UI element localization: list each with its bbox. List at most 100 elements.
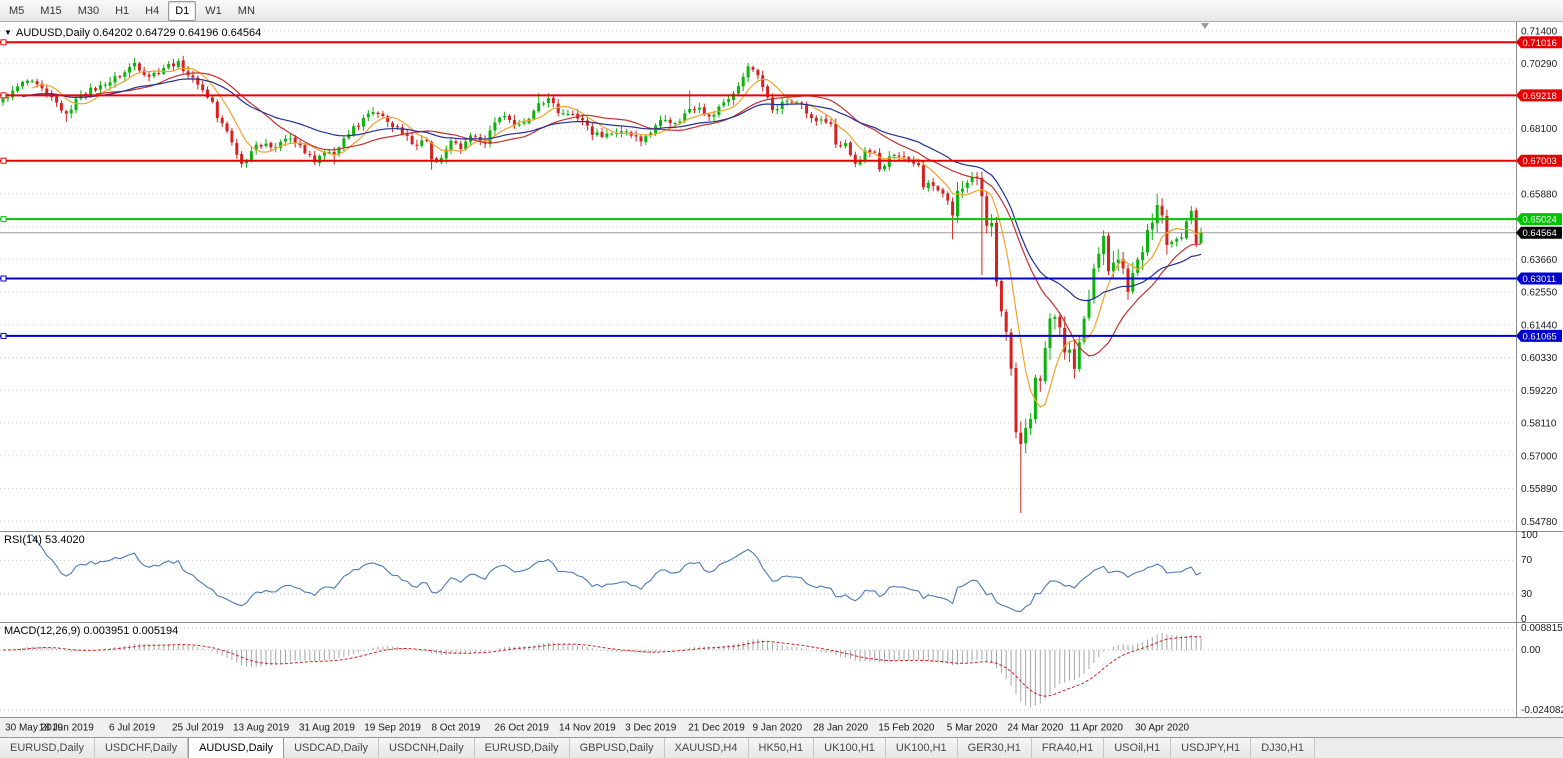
- time-axis-label: 15 Feb 2020: [878, 723, 935, 734]
- rsi-indicator-label: RSI(14) 53.4020: [4, 534, 85, 546]
- time-axis-label: 26 Oct 2019: [494, 723, 549, 734]
- macd-axis-label: 0.00: [1521, 645, 1541, 656]
- price-badge: 0.65024: [1516, 213, 1562, 226]
- price-axis-label: 0.59220: [1521, 386, 1558, 397]
- support-resistance-lines[interactable]: [0, 39, 1516, 339]
- timeframe-button-m15[interactable]: M15: [40, 4, 62, 17]
- chart-tab-usdcad-daily[interactable]: USDCAD,Daily: [284, 738, 380, 758]
- price-axis-label: 0.65880: [1521, 189, 1558, 200]
- chart-symbol-ohlc-header: AUDUSD,Daily 0.64202 0.64729 0.64196 0.6…: [16, 27, 261, 39]
- price-axis-label: 0.68100: [1521, 124, 1558, 135]
- price-axis-label: 0.61440: [1521, 320, 1558, 331]
- timeframe-button-w1[interactable]: W1: [205, 4, 222, 17]
- timeframe-button-d1[interactable]: D1: [168, 0, 197, 21]
- price-badge: 0.64564: [1516, 226, 1562, 239]
- price-axis-label: 0.54780: [1521, 517, 1558, 528]
- svg-text:0.61065: 0.61065: [1523, 331, 1557, 342]
- chart-tab-eurusd-daily[interactable]: EURUSD,Daily: [474, 738, 570, 758]
- chart-canvas[interactable]: 0.71400 0.70290 0.68100 0.65880 0.63660 0.625…: [0, 22, 1563, 737]
- macd-axis-label: 0.008815: [1521, 623, 1563, 634]
- time-axis-strip[interactable]: [0, 717, 1563, 737]
- time-axis-label: 5 Mar 2020: [947, 723, 998, 734]
- price-axis-label: 0.57000: [1521, 451, 1558, 462]
- chart-tab-usdcnh-daily[interactable]: USDCNH,Daily: [379, 738, 475, 758]
- price-badge: 0.61065: [1516, 329, 1562, 342]
- time-axis-label: 6 Jul 2019: [109, 723, 156, 734]
- rsi-line: [27, 534, 1202, 613]
- price-badge: 0.67003: [1516, 154, 1562, 167]
- timeframe-button-m5[interactable]: M5: [9, 4, 25, 17]
- time-axis-label: 9 Jan 2020: [753, 723, 803, 734]
- timeframe-button-m30[interactable]: M30: [77, 4, 100, 17]
- chart-tab-hk50-h1[interactable]: HK50,H1: [748, 738, 815, 758]
- time-axis-label: 28 Jan 2020: [813, 723, 868, 734]
- svg-text:0.64564: 0.64564: [1523, 228, 1557, 239]
- time-axis-label: 24 Mar 2020: [1007, 723, 1064, 734]
- chart-tab-eurusd-daily[interactable]: EURUSD,Daily: [0, 738, 95, 758]
- macd-axis-label: -0.024082: [1521, 705, 1563, 716]
- chart-tab-xauusd-h4[interactable]: XAUUSD,H4: [664, 738, 749, 758]
- price-axis-label: 0.71400: [1521, 27, 1558, 38]
- svg-text:0.63011: 0.63011: [1523, 274, 1557, 285]
- chart-tab-gbpusd-daily[interactable]: GBPUSD,Daily: [569, 738, 665, 758]
- time-axis-label: 30 Apr 2020: [1135, 723, 1189, 734]
- price-badge: 0.63011: [1516, 272, 1562, 285]
- time-axis-label: 21 Dec 2019: [688, 723, 745, 734]
- chart-tab-usdjpy-h1[interactable]: USDJPY,H1: [1171, 738, 1252, 758]
- price-pane[interactable]: [0, 22, 1563, 531]
- price-axis-label: 0.70290: [1521, 59, 1558, 70]
- time-axis-label: 8 Oct 2019: [431, 723, 480, 734]
- time-axis-label: 30 May 2019: [5, 723, 63, 734]
- time-axis-label: 14 Nov 2019: [559, 723, 616, 734]
- svg-text:0.65024: 0.65024: [1523, 215, 1557, 226]
- time-axis-label: 19 Sep 2019: [364, 723, 421, 734]
- one-click-trading-arrow-icon[interactable]: ▼: [4, 28, 12, 37]
- price-axis-label: 0.55890: [1521, 484, 1558, 495]
- svg-text:0.67003: 0.67003: [1523, 156, 1557, 167]
- price-axis-label: 0.63660: [1521, 255, 1558, 266]
- macd-indicator-layer: [0, 627, 1516, 711]
- chart-tab-audusd-daily[interactable]: AUDUSD,Daily: [188, 738, 285, 758]
- time-axis-label: 13 Aug 2019: [233, 723, 290, 734]
- svg-text:0.71016: 0.71016: [1523, 38, 1557, 49]
- price-badge: 0.69218: [1516, 89, 1562, 102]
- macd-indicator-label: MACD(12,26,9) 0.003951 0.005194: [4, 625, 178, 637]
- time-axis-label: 18 Jun 2019: [39, 723, 94, 734]
- timeframe-button-h1[interactable]: H1: [115, 4, 130, 17]
- svg-text:0.69218: 0.69218: [1523, 91, 1557, 102]
- time-axis-label: 3 Dec 2019: [625, 723, 677, 734]
- time-axis-label: 31 Aug 2019: [299, 723, 356, 734]
- chart-tab-uk100-h1[interactable]: UK100,H1: [885, 738, 958, 758]
- rsi-axis-label: 30: [1521, 589, 1533, 600]
- price-badge: 0.71016: [1516, 36, 1562, 49]
- candlesticks-layer: [1, 55, 1203, 513]
- macd-pane[interactable]: [0, 622, 1563, 717]
- chart-tab-usoil-h1[interactable]: USOil,H1: [1104, 738, 1172, 758]
- macd-signal-line: [3, 636, 1202, 697]
- chart-tab-dj30-h1[interactable]: DJ30,H1: [1251, 738, 1315, 758]
- chart-tab-uk100-h1[interactable]: UK100,H1: [814, 738, 886, 758]
- timeframe-toolbar: M5 M15 M30 H1 H4 D1 W1 MN: [0, 0, 1563, 22]
- chart-tab-ger30-h1[interactable]: GER30,H1: [957, 738, 1032, 758]
- rsi-axis-label: 70: [1521, 555, 1533, 566]
- price-axis-label: 0.58110: [1521, 419, 1557, 430]
- ma-mid-line: [95, 72, 1202, 357]
- moving-averages-layer: [22, 67, 1202, 408]
- rsi-axis-label: 0: [1521, 614, 1527, 625]
- price-axis-label: 0.62550: [1521, 288, 1558, 299]
- timeframe-button-mn[interactable]: MN: [237, 4, 255, 17]
- chart-tab-fra40-h1[interactable]: FRA40,H1: [1031, 738, 1105, 758]
- chart-shift-marker-icon[interactable]: [1201, 23, 1209, 29]
- ma-fast-line: [31, 67, 1202, 408]
- timeframe-button-h4[interactable]: H4: [145, 4, 160, 17]
- price-axis-label: 0.60330: [1521, 353, 1558, 364]
- price-axis[interactable]: 0.71400 0.70290 0.68100 0.65880 0.63660 0.625…: [1521, 27, 1563, 717]
- price-level-badges: 0.71016 0.69218 0.67003 0.65024 0.63011 0.610…: [1516, 36, 1562, 342]
- rsi-axis-label: 100: [1521, 530, 1538, 541]
- time-axis-label: 11 Apr 2020: [1070, 723, 1124, 734]
- chart-tab-usdchf-daily[interactable]: USDCHF,Daily: [94, 738, 189, 758]
- chart-tabs-bar: EURUSD,Daily USDCHF,Daily AUDUSD,Daily USDC…: [0, 737, 1563, 758]
- ma-slow-line: [22, 78, 1202, 302]
